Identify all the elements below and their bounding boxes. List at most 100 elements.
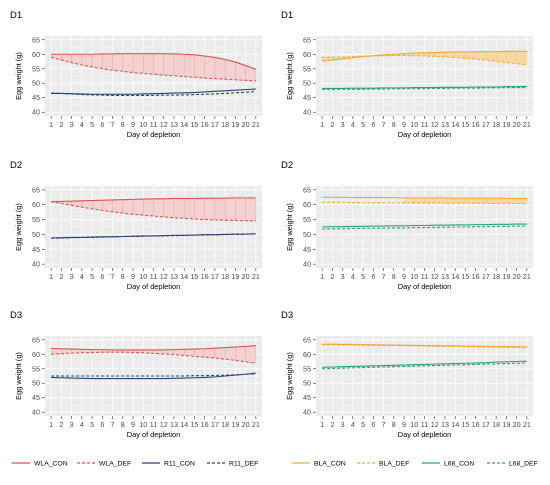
- y-tick-label: 50: [303, 230, 311, 239]
- x-tick-label: 20: [242, 272, 250, 281]
- x-tick-label: 21: [252, 120, 260, 129]
- x-tick-label: 11: [150, 120, 157, 129]
- x-tick-label: 17: [482, 272, 490, 281]
- x-tick-label: 17: [482, 120, 490, 129]
- x-tick-label: 19: [231, 420, 239, 429]
- series-line-r11-con: [51, 88, 256, 95]
- x-tick-label: 6: [371, 120, 375, 129]
- x-tick-label: 7: [111, 120, 115, 129]
- x-tick-label: 7: [382, 272, 386, 281]
- x-tick-label: 11: [421, 120, 428, 129]
- x-tick-label: 13: [170, 120, 178, 129]
- x-tick-label: 5: [361, 120, 365, 129]
- x-tick-label: 3: [341, 272, 345, 281]
- series-line-wla-def: [50, 56, 256, 82]
- x-tick-label: 2: [330, 120, 334, 129]
- x-tick-label: 15: [461, 120, 469, 129]
- x-tick-label: 1: [49, 272, 53, 281]
- series-line-bla-def: [322, 344, 527, 349]
- y-tick-label: 45: [303, 93, 311, 102]
- x-tick-label: 15: [461, 272, 469, 281]
- legend-label: BLA_CON: [314, 461, 346, 468]
- series-line-bla-con: [322, 50, 527, 62]
- x-tick-label: 8: [392, 420, 396, 429]
- x-tick-label: 18: [221, 120, 229, 129]
- x-tick-label: 6: [100, 120, 104, 129]
- x-tick-label: 14: [180, 272, 188, 281]
- x-tick-label: 8: [392, 272, 396, 281]
- y-axis-title: Egg weight (g): [285, 203, 294, 251]
- x-tick-label: 16: [201, 420, 209, 429]
- x-tick-label: 16: [201, 120, 209, 129]
- x-tick-label: 6: [100, 272, 104, 281]
- x-tick-label: 2: [330, 272, 334, 281]
- x-tick-label: 1: [320, 120, 324, 129]
- y-tick-label: 40: [303, 260, 311, 269]
- y-axis-title: Egg weight (g): [285, 352, 294, 400]
- x-tick-label: 19: [502, 420, 510, 429]
- x-tick-label: 1: [320, 272, 324, 281]
- x-tick-label: 16: [472, 420, 480, 429]
- x-tick-label: 20: [513, 272, 521, 281]
- y-tick-label: 60: [303, 200, 311, 209]
- x-tick-label: 12: [160, 420, 168, 429]
- panel-title: D2: [281, 160, 293, 171]
- x-tick-label: 5: [361, 272, 365, 281]
- x-axis-title: Day of depletion: [127, 282, 180, 291]
- y-tick-label: 55: [32, 215, 40, 224]
- x-tick-label: 20: [242, 420, 250, 429]
- x-tick-label: 13: [170, 272, 178, 281]
- x-tick-label: 17: [211, 420, 219, 429]
- x-tick-label: 7: [111, 420, 115, 429]
- series-line-l68-con: [322, 85, 527, 90]
- x-tick-label: 14: [451, 272, 459, 281]
- difference-ribbon: [51, 53, 256, 81]
- y-tick-label: 50: [303, 79, 311, 88]
- x-tick-label: 4: [351, 120, 355, 129]
- x-tick-label: 3: [70, 272, 74, 281]
- legend-label: R11_DEF: [229, 461, 258, 468]
- x-tick-label: 10: [410, 120, 418, 129]
- x-tick-label: 12: [431, 120, 439, 129]
- series-line-l68-def: [322, 87, 527, 91]
- x-tick-label: 17: [211, 120, 219, 129]
- series-line-wla-con: [51, 345, 256, 351]
- x-tick-label: 11: [150, 272, 157, 281]
- x-tick-label: 21: [523, 272, 531, 281]
- x-tick-label: 13: [441, 272, 449, 281]
- x-tick-label: 21: [252, 272, 260, 281]
- x-tick-label: 2: [330, 420, 334, 429]
- x-tick-label: 10: [410, 272, 418, 281]
- x-tick-label: 13: [170, 420, 178, 429]
- x-tick-label: 19: [502, 120, 510, 129]
- y-tick-label: 55: [32, 64, 40, 73]
- x-tick-label: 20: [513, 420, 521, 429]
- series-line-wla-def: [51, 351, 256, 364]
- x-tick-label: 8: [392, 120, 396, 129]
- y-tick-label: 60: [303, 350, 311, 359]
- y-tick-label: 40: [303, 408, 311, 417]
- y-axis-title: Egg weight (g): [14, 52, 23, 100]
- series-line-r11-def: [51, 233, 256, 239]
- x-tick-label: 2: [59, 420, 63, 429]
- x-tick-label: 13: [441, 120, 449, 129]
- series-line-r11-con: [51, 372, 256, 380]
- difference-ribbon: [404, 197, 527, 204]
- legend: BLA_CON BLA_DEF L68_CON L68_DEF: [292, 461, 538, 468]
- y-tick-label: 55: [32, 364, 40, 373]
- panel-title: D1: [281, 10, 293, 21]
- series-line-wla-def: [51, 201, 256, 222]
- x-tick-label: 18: [492, 272, 500, 281]
- x-tick-label: 15: [190, 120, 198, 129]
- x-tick-label: 9: [131, 420, 135, 429]
- x-tick-label: 16: [472, 272, 480, 281]
- x-tick-label: 4: [80, 120, 84, 129]
- y-tick-label: 65: [303, 335, 311, 344]
- y-tick-label: 55: [303, 64, 311, 73]
